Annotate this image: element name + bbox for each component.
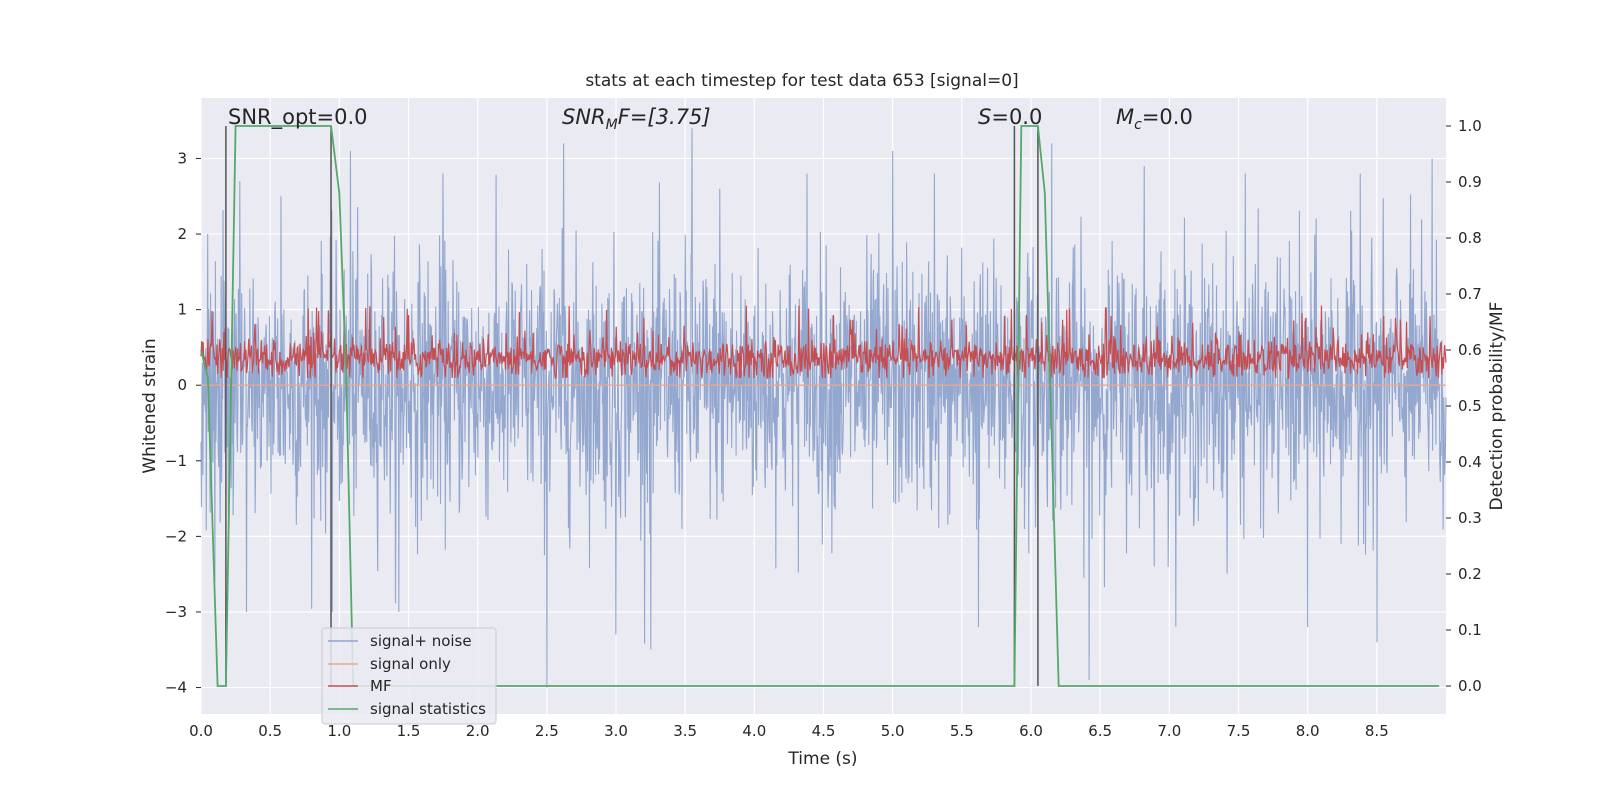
x-tick-label: 1.0	[327, 722, 351, 740]
mf-series	[200, 305, 1447, 379]
annotation-mc-base: M	[1116, 105, 1134, 129]
y2-axis-title: Detection probability/MF	[1487, 302, 1507, 511]
x-tick-label: 5.0	[881, 722, 905, 740]
signal-statistics-series	[200, 125, 1440, 687]
x-tick-label: 7.0	[1157, 722, 1181, 740]
y2-tick-label: 0.8	[1458, 229, 1482, 247]
y2-tick-label: 0.5	[1458, 397, 1482, 415]
vertical-markers	[225, 126, 1039, 686]
legend-label-signal-statistics: signal statistics	[370, 700, 486, 718]
x-tick-label: 4.5	[812, 722, 836, 740]
y2-tick-label: 0.6	[1458, 341, 1482, 359]
y-tick-label: −2	[165, 527, 187, 545]
x-tick-label: 8.5	[1365, 722, 1389, 740]
x-axis-ticks: 0.0 0.5 1.0 1.5 2.0 2.5 3.0 3.5 4.0 4.5 5.0 5.5 6.0 6…	[189, 722, 1389, 740]
x-tick-label: 5.5	[950, 722, 974, 740]
y2-tick-label: 0.3	[1458, 509, 1482, 527]
chart-title: stats at each timestep for test data 653…	[585, 71, 1018, 91]
y-axis-title: Whitened strain	[140, 338, 160, 473]
annotation-snr-mf-sub: M	[606, 117, 618, 133]
annotation-snr-opt: SNR_opt=0.0	[228, 105, 368, 130]
y-tick-label: 3	[177, 149, 187, 167]
x-tick-label: 2.0	[466, 722, 490, 740]
x-tick-label: 7.5	[1227, 722, 1251, 740]
annotation-s-rest: =0.0	[991, 105, 1042, 129]
annotation-mc-sub: c	[1134, 117, 1142, 133]
x-tick-label: 3.0	[604, 722, 628, 740]
x-tick-label: 2.5	[535, 722, 559, 740]
y2-tick-label: 0.9	[1458, 173, 1482, 191]
annotation-s-italic: S	[978, 105, 991, 129]
y-axis-ticks: 3 2 1 0 −1 −2 −3 −4	[165, 149, 201, 697]
y-tick-label: 1	[177, 301, 187, 319]
y2-tick-label: 1.0	[1458, 117, 1482, 135]
y-tick-label: −3	[165, 603, 187, 621]
x-axis-title: Time (s)	[787, 749, 857, 769]
annotation-mc-rest: =0.0	[1142, 105, 1193, 129]
annotation-mc: Mc=0.0	[1116, 105, 1193, 133]
legend-box	[321, 627, 497, 725]
legend-label-mf: MF	[370, 677, 392, 695]
y-tick-label: −1	[165, 452, 187, 470]
y2-axis-ticks: 1.0 0.9 0.8 0.7 0.6 0.5 0.4 0.3 0.2 0.1 0.0	[1446, 117, 1482, 695]
x-tick-label: 4.0	[742, 722, 766, 740]
x-tick-label: 3.5	[673, 722, 697, 740]
x-tick-label: 1.5	[397, 722, 421, 740]
y-tick-label: 0	[177, 376, 187, 394]
y-tick-label: −4	[165, 679, 187, 697]
annotation-snr-mf-rest: F=[3.75]	[618, 105, 711, 129]
y2-tick-label: 0.4	[1458, 453, 1482, 471]
x-tick-label: 0.0	[189, 722, 213, 740]
y2-tick-label: 0.1	[1458, 621, 1482, 639]
signal-statistics-line	[200, 125, 1440, 687]
x-tick-label: 6.5	[1088, 722, 1112, 740]
annotation-s: S=0.0	[978, 105, 1042, 129]
legend-label-signal-only: signal only	[370, 655, 451, 673]
x-tick-label: 0.5	[258, 722, 282, 740]
y2-tick-label: 0.7	[1458, 285, 1482, 303]
y2-tick-label: 0.0	[1458, 677, 1482, 695]
mf-line	[200, 305, 1447, 379]
annotation-snr-mf-base: SNR	[562, 105, 606, 129]
y2-tick-label: 0.2	[1458, 565, 1482, 583]
legend: signal+ noise signal only MF signal stat…	[321, 627, 497, 725]
x-tick-label: 8.0	[1296, 722, 1320, 740]
annotation-snr-mf: SNRMF=[3.75]	[562, 105, 711, 133]
x-tick-label: 6.0	[1019, 722, 1043, 740]
y-tick-label: 2	[177, 225, 187, 243]
legend-label-signal-noise: signal+ noise	[370, 632, 472, 650]
